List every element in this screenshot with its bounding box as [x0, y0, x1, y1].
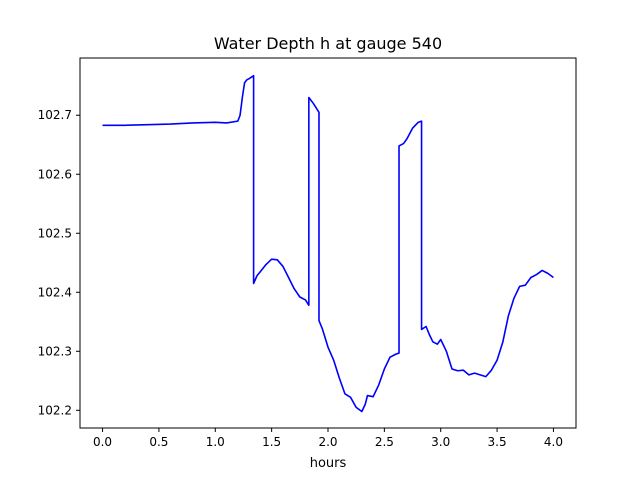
plot-frame	[79, 57, 577, 429]
x-axis-label: hours	[310, 456, 347, 471]
y-tick-label: 102.5	[38, 226, 72, 240]
x-tick-label: 1.5	[262, 435, 281, 449]
y-tick-label: 102.2	[38, 403, 72, 417]
x-tick-label: 2.0	[318, 435, 337, 449]
x-tick-label: 1.0	[206, 435, 225, 449]
x-tick-label: 3.0	[431, 435, 450, 449]
y-axis: 102.2 102.3 102.4 102.5 102.6 102.7	[38, 108, 80, 417]
y-tick-label: 102.4	[38, 285, 72, 299]
x-tick-label: 2.5	[375, 435, 394, 449]
x-axis: 0.0 0.5 1.0 1.5 2.0 2.5 3.0 3.5 4.0	[93, 428, 563, 449]
series-line	[102, 74, 554, 413]
plot-series	[102, 74, 554, 413]
y-tick-label: 102.3	[38, 344, 72, 358]
x-tick-label: 0.0	[93, 435, 112, 449]
y-tick-label: 102.6	[38, 167, 72, 181]
y-tick-label: 102.7	[38, 108, 72, 122]
x-tick-label: 0.5	[149, 435, 168, 449]
x-tick-label: 3.5	[488, 435, 507, 449]
chart-title: Water Depth h at gauge 540	[214, 34, 442, 53]
x-tick-label: 4.0	[544, 435, 563, 449]
